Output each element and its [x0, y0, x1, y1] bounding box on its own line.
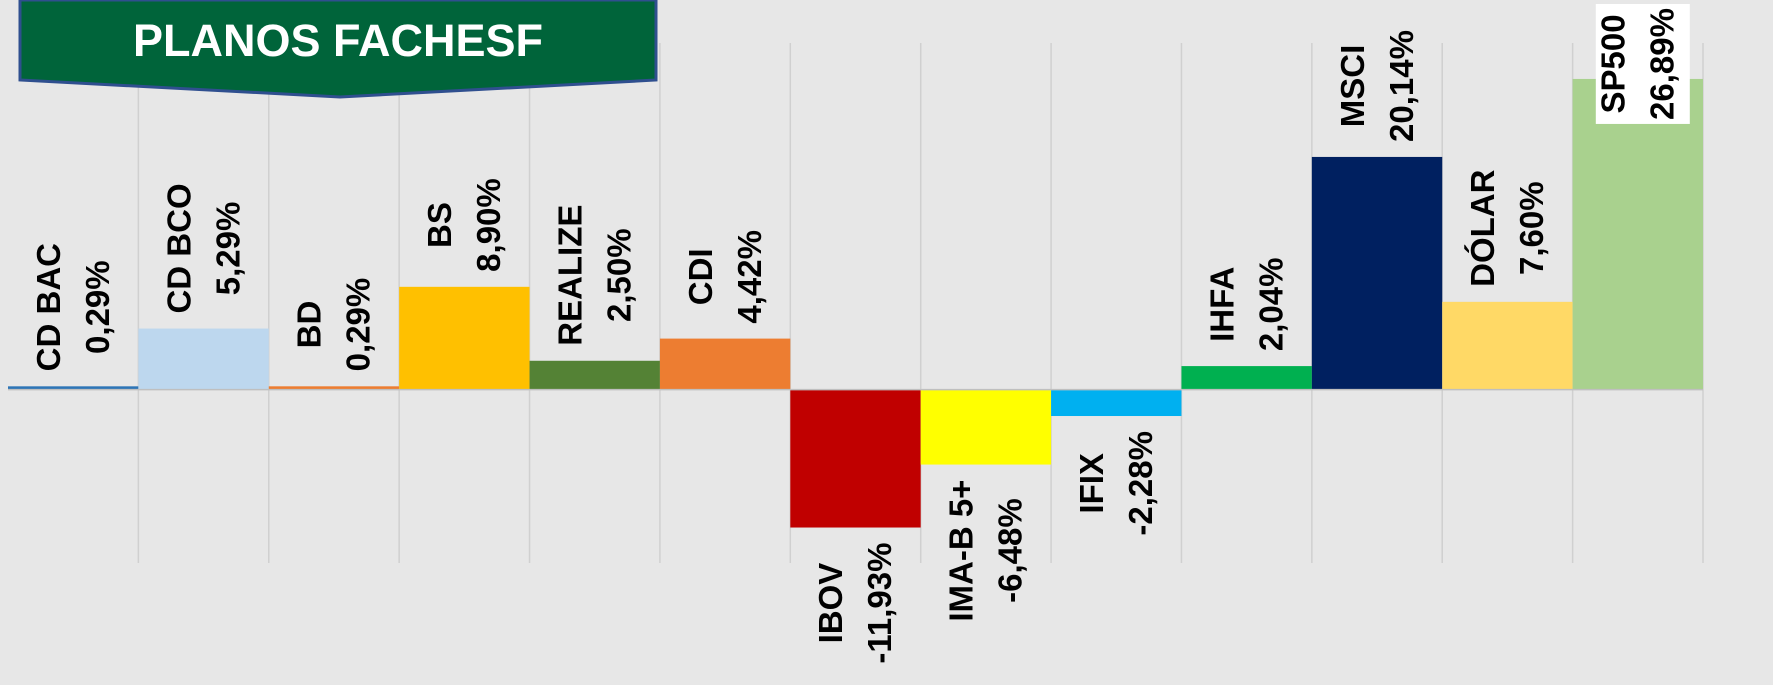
bar [1181, 366, 1312, 390]
category-label: IMA-B 5+ [943, 480, 980, 622]
value-label: 0,29% [79, 260, 116, 354]
value-label: 7,60% [1513, 181, 1550, 275]
value-label: 5,29% [209, 202, 246, 296]
bar [529, 360, 660, 390]
bar [399, 286, 530, 390]
bar [659, 338, 791, 390]
category-label: IFIX [1073, 453, 1110, 514]
value-label: -6,48% [992, 498, 1029, 603]
category-label: CD BCO [160, 183, 197, 313]
value-label: -2,28% [1122, 431, 1159, 536]
bar [920, 389, 1052, 465]
label-background [1595, 4, 1690, 124]
value-label: -11,93% [861, 543, 898, 664]
value-label: 0,29% [340, 278, 377, 372]
title-banner [18, 0, 658, 99]
plot [8, 43, 1704, 563]
value-label: 4,42% [731, 230, 768, 324]
bar [790, 389, 921, 528]
value-label: 20,14% [1383, 30, 1420, 142]
category-label: REALIZE [551, 205, 588, 346]
bar [1311, 156, 1443, 390]
bar [268, 386, 400, 390]
chart-title: PLANOS FACHESF [133, 15, 543, 66]
bar [1572, 78, 1703, 390]
category-label: DÓLAR [1464, 169, 1501, 286]
category-label: BS [421, 202, 458, 248]
value-label: 8,90% [470, 178, 507, 272]
value-label: 2,04% [1252, 258, 1289, 352]
category-label: CD BAC [30, 243, 67, 371]
category-label: SP500 [1595, 14, 1632, 113]
bar [138, 328, 269, 390]
category-label: IBOV [812, 563, 849, 644]
value-label: 2,50% [600, 228, 637, 322]
category-label: MSCI [1334, 45, 1371, 128]
category-label: IHFA [1203, 267, 1240, 342]
bar [1051, 389, 1182, 417]
category-label: BD [291, 301, 328, 349]
bar [1442, 301, 1573, 390]
bar [8, 386, 139, 390]
value-label: 26,89% [1644, 8, 1681, 120]
category-label: CDI [682, 248, 719, 305]
labels: CD BAC 0,29% CD BCO 5,29% BD 0,29% BS 8,90% REAL… [30, 4, 1690, 664]
